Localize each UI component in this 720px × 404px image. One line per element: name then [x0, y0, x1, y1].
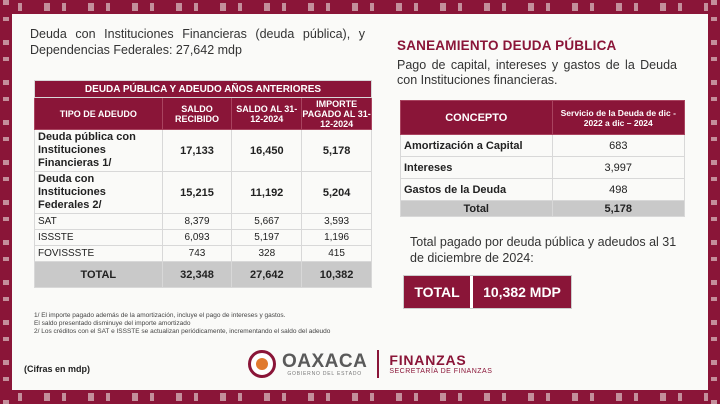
table-row: Deuda pública con Instituciones Financie…: [34, 129, 372, 172]
total-label: TOTAL: [34, 261, 163, 288]
section-intro: Pago de capital, intereses y gastos de l…: [397, 58, 677, 87]
row-label: SAT: [34, 213, 163, 230]
total-saldo-al: 27,642: [231, 261, 303, 288]
header-saldo-recibido: SALDO RECIBIDO: [161, 97, 233, 130]
total-paid-box: TOTAL 10,382 MDP: [403, 275, 572, 309]
footnote: 1/ El importe pagado además de la amorti…: [34, 312, 286, 319]
cell-saldo-al: 11,192: [231, 171, 303, 214]
table-row: Intereses 3,997: [400, 156, 686, 179]
total-saldo-recibido: 32,348: [161, 261, 233, 288]
debt-table-title: DEUDA PÚBLICA Y ADEUDO AÑOS ANTERIORES: [34, 80, 372, 98]
oaxaca-wordmark: OAXACA: [282, 350, 368, 372]
gobierno-label: GOBIERNO DEL ESTADO: [287, 370, 362, 377]
table-row: ISSSTE 6,093 5,197 1,196: [34, 229, 372, 246]
total-box-label: TOTAL: [404, 276, 470, 308]
cell-importe-pagado: 5,204: [301, 171, 372, 214]
row-value: 3,997: [551, 156, 686, 179]
table-row: Gastos de la Deuda 498: [400, 178, 686, 201]
footnote: 2/ Los créditos con el SAT e ISSSTE se a…: [34, 328, 331, 335]
debt-service-table: CONCEPTO Servicio de la Deuda de dic - 2…: [400, 100, 686, 217]
header-tipo: TIPO DE ADEUDO: [34, 97, 163, 130]
row-value: 683: [551, 134, 686, 157]
header-servicio: Servicio de la Deuda de dic - 2022 a dic…: [551, 100, 686, 135]
row-label: FOVISSSTE: [34, 245, 163, 262]
total-value: 5,178: [551, 200, 686, 217]
row-label: Deuda con Instituciones Federales 2/: [34, 171, 163, 214]
cell-saldo-recibido: 8,379: [161, 213, 233, 230]
row-label: Amortización a Capital: [400, 134, 553, 157]
cell-saldo-al: 16,450: [231, 129, 303, 172]
debt-table: DEUDA PÚBLICA Y ADEUDO AÑOS ANTERIORES T…: [34, 80, 372, 288]
units-note: (Cifras en mdp): [24, 364, 91, 374]
decorative-border-bottom: [0, 390, 720, 404]
oaxaca-emblem-icon: [248, 350, 276, 378]
decorative-border-right: [708, 0, 720, 404]
table-row: Amortización a Capital 683: [400, 134, 686, 157]
cell-saldo-recibido: 743: [161, 245, 233, 262]
total-paid-text: Total pagado por deuda pública y adeudos…: [410, 235, 677, 265]
row-label: ISSSTE: [34, 229, 163, 246]
cell-saldo-al: 5,197: [231, 229, 303, 246]
total-row: Total 5,178: [400, 200, 686, 217]
total-label: Total: [400, 200, 553, 217]
row-label: Intereses: [400, 156, 553, 179]
decorative-border-left: [0, 0, 12, 404]
cell-importe-pagado: 3,593: [301, 213, 372, 230]
cell-importe-pagado: 5,178: [301, 129, 372, 172]
row-label: Gastos de la Deuda: [400, 178, 553, 201]
secretaria-label: SECRETARÍA DE FINANZAS: [389, 368, 493, 375]
finanzas-logo: FINANZAS SECRETARÍA DE FINANZAS: [389, 352, 493, 376]
total-importe-pagado: 10,382: [301, 261, 372, 288]
logo-divider: [377, 350, 380, 378]
cell-importe-pagado: 415: [301, 245, 372, 262]
total-row: TOTAL 32,348 27,642 10,382: [34, 261, 372, 288]
oaxaca-logo: OAXACA GOBIERNO DEL ESTADO: [282, 352, 367, 377]
header-concepto: CONCEPTO: [400, 100, 553, 135]
intro-text: Deuda con Instituciones Financieras (deu…: [30, 27, 365, 57]
table-row: Deuda con Instituciones Federales 2/ 15,…: [34, 171, 372, 214]
decorative-border-top: [0, 0, 720, 14]
cell-saldo-recibido: 6,093: [161, 229, 233, 246]
total-box-divider: [470, 276, 473, 308]
footnote: El saldo presentado disminuye del import…: [34, 320, 191, 327]
cell-saldo-recibido: 17,133: [161, 129, 233, 172]
cell-importe-pagado: 1,196: [301, 229, 372, 246]
cell-saldo-al: 5,667: [231, 213, 303, 230]
finanzas-wordmark: FINANZAS: [389, 352, 467, 368]
table-row: SAT 8,379 5,667 3,593: [34, 213, 372, 230]
total-box-value: 10,382 MDP: [473, 276, 571, 308]
section-title: SANEAMIENTO DEUDA PÚBLICA: [397, 38, 617, 53]
row-label: Deuda pública con Instituciones Financie…: [34, 129, 163, 172]
table-row: FOVISSSTE 743 328 415: [34, 245, 372, 262]
cell-saldo-al: 328: [231, 245, 303, 262]
footnotes: 1/ El importe pagado además de la amorti…: [34, 312, 394, 336]
header-saldo-al: SALDO AL 31-12-2024: [231, 97, 303, 130]
row-value: 498: [551, 178, 686, 201]
footer-logos: OAXACA GOBIERNO DEL ESTADO FINANZAS SECR…: [248, 350, 492, 378]
cell-saldo-recibido: 15,215: [161, 171, 233, 214]
header-importe-pagado: IMPORTE PAGADO AL 31-12-2024: [301, 97, 372, 130]
